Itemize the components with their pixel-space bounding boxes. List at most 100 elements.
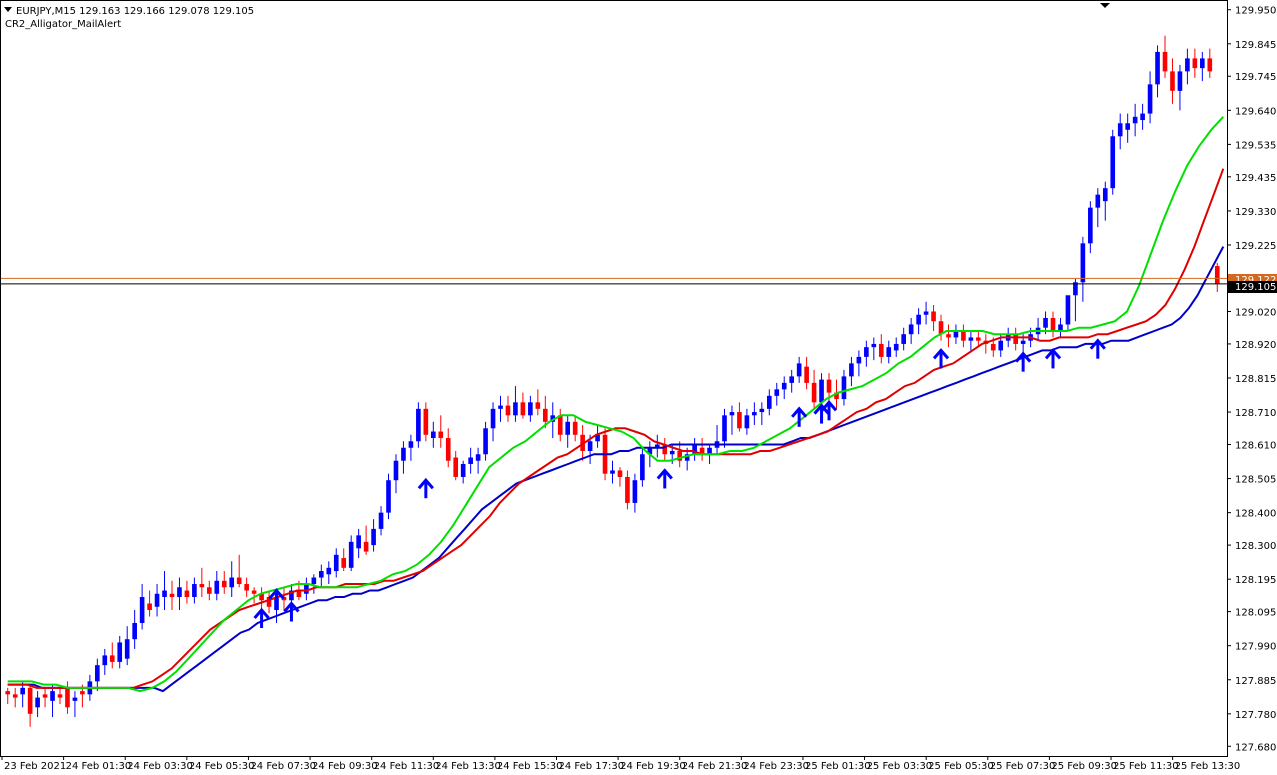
candle-body xyxy=(5,691,11,695)
candle xyxy=(27,684,33,727)
candle-body xyxy=(109,655,115,662)
y-tick-label: 128.300 xyxy=(1235,541,1276,552)
buy-arrow-icon xyxy=(417,477,434,499)
y-tick-label: 129.845 xyxy=(1235,40,1276,51)
candle xyxy=(513,386,518,422)
candle-body xyxy=(923,311,929,315)
candle-body xyxy=(938,321,944,335)
candle xyxy=(901,327,906,351)
candle xyxy=(565,415,571,448)
candle xyxy=(147,590,152,617)
candle xyxy=(1192,48,1198,78)
candle xyxy=(207,580,212,601)
symbol-info: EURJPY,M15 129.163 129.166 129.078 129.1… xyxy=(16,6,254,17)
candle xyxy=(102,648,108,675)
candle-body xyxy=(132,622,137,640)
candle-body xyxy=(647,447,653,455)
candle-body xyxy=(781,382,787,390)
candle-body xyxy=(490,408,496,429)
candle xyxy=(5,687,11,705)
candle xyxy=(244,577,249,598)
y-tick-label: 128.610 xyxy=(1235,441,1276,452)
y-tick-label: 127.990 xyxy=(1235,642,1276,653)
candle xyxy=(923,301,929,325)
y-tick-label: 128.400 xyxy=(1235,509,1276,520)
y-tick-label: 128.505 xyxy=(1235,475,1276,486)
candle xyxy=(132,609,137,649)
candle xyxy=(1155,45,1160,98)
candle-body xyxy=(819,379,824,403)
candle-body xyxy=(289,590,294,601)
candle-body xyxy=(752,412,757,416)
candle-body xyxy=(550,415,556,422)
candle-body xyxy=(766,395,772,409)
x-tick-label: 24 Feb 05:30 xyxy=(189,761,255,772)
candle xyxy=(789,369,795,393)
candle-body xyxy=(931,311,936,322)
candle xyxy=(662,438,668,461)
y-tick-label: 129.435 xyxy=(1235,173,1276,184)
candle-body xyxy=(893,343,899,351)
candle-body xyxy=(207,587,212,594)
candle-body xyxy=(348,541,354,568)
candle-body xyxy=(572,421,578,435)
candle-body xyxy=(953,330,959,338)
candle-body xyxy=(669,451,675,455)
y-tick-label: 129.020 xyxy=(1235,307,1276,318)
candle-body xyxy=(35,697,40,708)
candle-body xyxy=(744,415,750,429)
candle-body xyxy=(423,408,429,435)
candle xyxy=(864,340,869,367)
candle-body xyxy=(311,577,317,585)
alligator-teeth-line xyxy=(7,168,1225,689)
candle xyxy=(804,356,809,390)
candle-body xyxy=(1155,51,1160,85)
candle xyxy=(535,389,541,416)
candle-body xyxy=(565,421,571,435)
candle xyxy=(1117,113,1123,150)
candle-body xyxy=(154,593,160,607)
x-tick-label: 23 Feb 2021 xyxy=(4,761,66,772)
candle xyxy=(214,571,220,601)
candle-body xyxy=(729,412,735,416)
candle xyxy=(610,460,615,484)
candle xyxy=(1095,188,1101,228)
candle xyxy=(729,405,735,435)
candle xyxy=(796,356,802,383)
candle xyxy=(266,590,272,614)
buy-arrow-icon xyxy=(791,406,808,427)
candle-body xyxy=(319,571,324,578)
buy-arrow-icon xyxy=(1089,338,1106,359)
shift-marker-icon[interactable] xyxy=(1100,3,1110,8)
price-lines xyxy=(0,277,1227,285)
candle-body xyxy=(326,567,332,575)
candle-body xyxy=(737,412,742,429)
candle xyxy=(42,687,48,708)
candle xyxy=(229,561,235,598)
y-tick-label: 127.885 xyxy=(1235,676,1276,687)
candle-body xyxy=(617,470,623,477)
candle xyxy=(199,567,205,598)
candle xyxy=(1140,103,1145,130)
candle xyxy=(1162,35,1168,78)
candle xyxy=(916,308,921,335)
candle-body xyxy=(804,366,809,383)
candle-body xyxy=(416,408,421,442)
y-tick-label: 127.780 xyxy=(1235,710,1276,721)
candle-body xyxy=(117,642,123,662)
candle xyxy=(968,330,974,351)
candle xyxy=(878,334,884,364)
candle xyxy=(1110,129,1116,195)
x-tick-label: 24 Feb 13:30 xyxy=(435,761,501,772)
candle-body xyxy=(699,447,705,455)
candle xyxy=(953,324,959,344)
candle-body xyxy=(1207,58,1213,72)
candle xyxy=(677,441,683,468)
candle-body xyxy=(95,665,100,682)
buy-arrow-icon xyxy=(253,607,270,628)
candle xyxy=(438,415,444,448)
symbol-dropdown-icon[interactable] xyxy=(4,7,12,12)
candle xyxy=(572,415,578,442)
candle-body xyxy=(557,415,563,435)
